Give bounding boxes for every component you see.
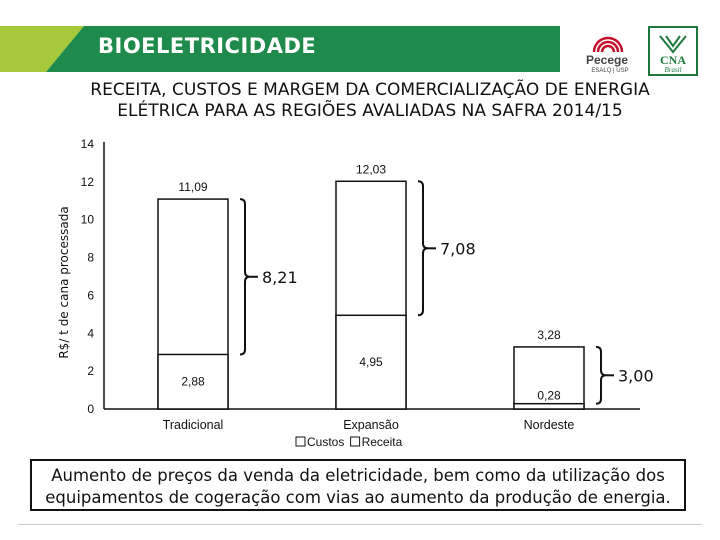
data-label-custos: 2,88 bbox=[181, 375, 205, 389]
margin-bracket bbox=[417, 180, 429, 317]
y-tick-label: 2 bbox=[87, 364, 94, 378]
bar-chart: 0 2 4 6 8 10 12 14 R$/ t de cana processada 11,09… bbox=[57, 137, 654, 449]
y-tick-label: 6 bbox=[87, 288, 94, 302]
chart-title-line-2: ELÉTRICA PARA AS REGIÕES AVALIADAS NA SA… bbox=[117, 101, 623, 121]
cna-logo-sub: Brasil bbox=[664, 66, 681, 74]
margin-label: 3,00 bbox=[618, 366, 654, 385]
bar-custos bbox=[335, 314, 407, 410]
page-title: BIOELETRICIDADE bbox=[98, 34, 317, 58]
margin-bracket bbox=[595, 345, 607, 405]
margin-label: 8,21 bbox=[262, 268, 298, 287]
y-tick-label: 0 bbox=[87, 402, 94, 416]
legend-label-receita: Receita bbox=[362, 435, 403, 449]
pecege-logo-name: Pecege bbox=[586, 53, 628, 67]
bar-custos bbox=[157, 353, 229, 410]
x-tick-label: Tradicional bbox=[163, 418, 224, 432]
cna-logo-name: CNA bbox=[660, 53, 686, 67]
pecege-logo-sub: ESALQ | USP bbox=[591, 68, 628, 74]
data-label-receita: 12,03 bbox=[356, 162, 386, 176]
header-accent bbox=[0, 26, 84, 72]
note-box: Aumento de preços da venda da eletricida… bbox=[30, 459, 686, 511]
data-label-custos: 4,95 bbox=[359, 355, 383, 369]
y-tick-label: 14 bbox=[81, 137, 95, 151]
chart-title: RECEITA, CUSTOS E MARGEM DA COMERCIALIZA… bbox=[40, 80, 700, 122]
y-tick-label: 10 bbox=[81, 213, 95, 227]
data-label-receita: 3,28 bbox=[537, 328, 561, 342]
legend-swatch-receita bbox=[350, 436, 361, 447]
bar-custos bbox=[513, 402, 585, 410]
legend-swatch-custos bbox=[295, 436, 306, 447]
x-tick-label: Expansão bbox=[343, 418, 399, 432]
data-label-receita: 11,09 bbox=[178, 180, 207, 194]
pecege-logo: Pecege ESALQ | USP bbox=[586, 36, 629, 74]
footer-divider bbox=[18, 524, 702, 525]
margin-label: 7,08 bbox=[440, 239, 476, 258]
y-axis-label: R$/ t de cana processada bbox=[57, 206, 71, 358]
x-tick-label: Nordeste bbox=[524, 418, 575, 432]
data-label-custos: 0,28 bbox=[537, 389, 561, 403]
y-tick-label: 4 bbox=[87, 326, 94, 340]
y-tick-label: 12 bbox=[81, 175, 95, 189]
chart-title-line-1: RECEITA, CUSTOS E MARGEM DA COMERCIALIZA… bbox=[90, 80, 650, 100]
margin-bracket bbox=[239, 198, 251, 356]
header-green-bar bbox=[46, 26, 560, 72]
y-tick-label: 8 bbox=[87, 251, 94, 265]
legend-label-custos: Custos bbox=[307, 435, 344, 449]
bar-receita bbox=[513, 346, 585, 410]
header-band bbox=[0, 26, 560, 72]
cna-logo: CNA Brasil bbox=[648, 26, 698, 76]
